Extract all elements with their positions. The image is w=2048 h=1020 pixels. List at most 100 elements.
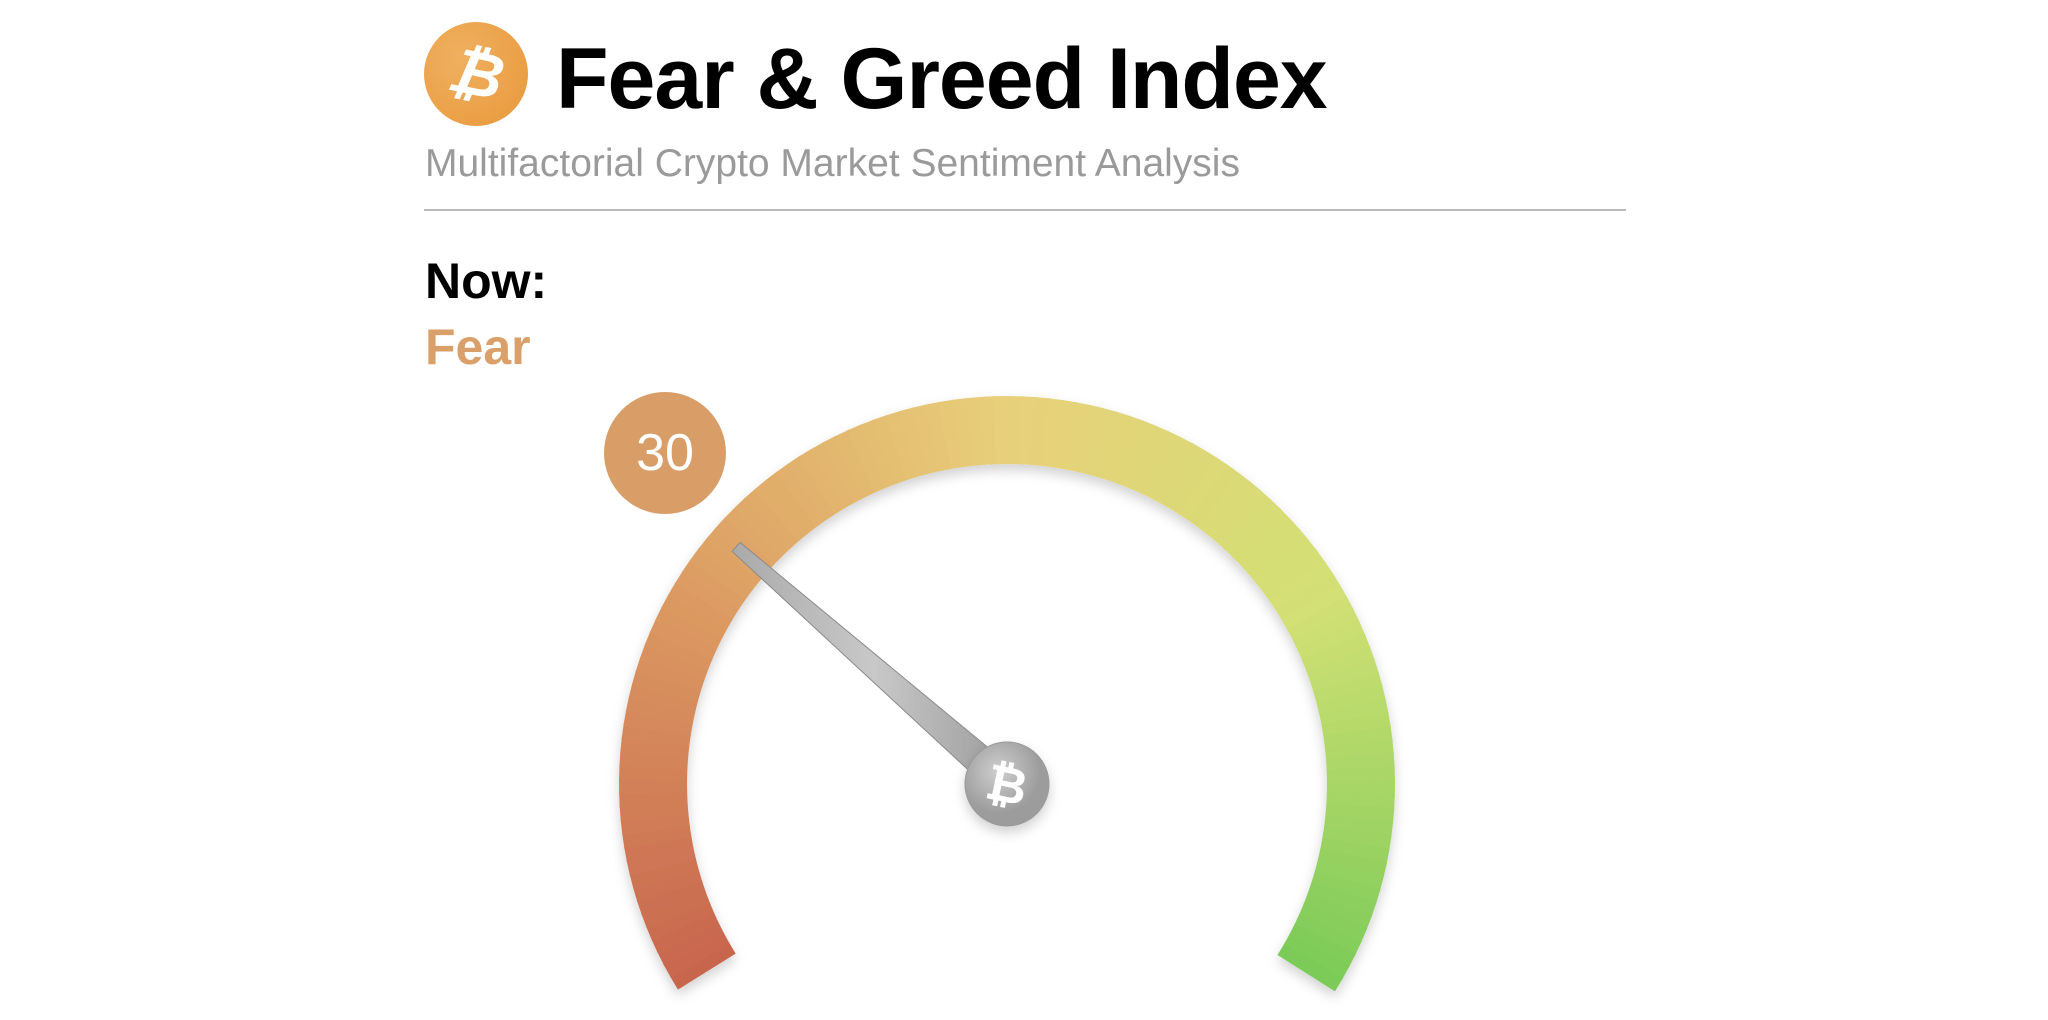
gauge-arc-segment: [885, 410, 919, 481]
gauge-arc-segment: [911, 404, 942, 474]
gauge-arc-segment: [1311, 870, 1381, 905]
gauge-arc-segment: [1313, 671, 1383, 705]
gauge-arc-segment: [623, 709, 693, 736]
gauge-arc-segment: [1322, 826, 1392, 851]
gauge-arc-segment: [1247, 528, 1310, 584]
gauge-arc-segment: [1320, 837, 1390, 865]
gauge-arc-segment: [1085, 407, 1118, 478]
gauge-arc-segment: [872, 414, 909, 484]
gauge-arc-segment: [689, 548, 753, 600]
gauge-arc-segment: [1118, 420, 1157, 489]
gauge-arc-segment: [1319, 698, 1389, 727]
now-label: Now:: [425, 253, 548, 309]
gauge-arc-segment: [1294, 913, 1362, 956]
gauge-arc-segment: [1149, 436, 1194, 504]
gauge-arc-segment: [619, 790, 688, 808]
gauge-arc-segment: [786, 455, 837, 521]
gauge-arc-segment: [1288, 923, 1357, 968]
gauge-hub: [964, 741, 1050, 827]
gauge-arc-segment: [1224, 498, 1282, 558]
gauge-arc-segment: [1197, 472, 1251, 536]
gauge-arc-segment: [1277, 943, 1344, 992]
gauge-arc-segment: [621, 723, 691, 748]
gauge-arc-segment: [1286, 595, 1354, 641]
gauge-arc-segment: [636, 880, 706, 916]
gauge-arc-segment: [629, 858, 699, 890]
gauge-arc-segment: [1283, 933, 1350, 980]
gauge-arc-segment: [846, 424, 887, 493]
gauge-arc-segment: [1139, 430, 1182, 499]
gauge-arc-segment: [625, 696, 696, 725]
gauge-arc-segment: [631, 669, 702, 703]
gauge-arc-segment: [620, 737, 690, 759]
gauge-arc-segment: [1325, 803, 1395, 824]
gauge-arc-segment: [1206, 480, 1262, 543]
gauge-arc-segment: [764, 471, 818, 535]
gauge-arc-segment: [619, 802, 689, 822]
gauge-arc-segment: [619, 778, 688, 795]
gauge-arc-segment: [724, 506, 783, 565]
gauge-arc-segment: [993, 396, 1010, 465]
gauge-arc-segment: [925, 401, 953, 472]
gauge-arc-segment: [810, 441, 856, 509]
gauge-arc-segment: [1298, 903, 1368, 943]
gauge-arc-segment: [1107, 415, 1144, 485]
gauge-arc-segment: [667, 582, 734, 629]
gauge-arc-segment: [1159, 442, 1206, 510]
gauge-arc-segment: [1317, 848, 1387, 878]
gauge-arc-segment: [1316, 685, 1386, 716]
gauge-arc-segment: [938, 399, 964, 470]
gauge-arc-segment: [1179, 456, 1229, 522]
gauge-arc-segment: [1309, 658, 1380, 694]
gauge-arc-segment: [663, 932, 730, 978]
gauge-arc-segment: [754, 479, 809, 542]
gauge-arc-segment: [646, 901, 715, 941]
gauge-arc-segment: [898, 407, 930, 477]
gauge-arc-segment: [1215, 489, 1272, 550]
gauge-arc-segment: [1303, 892, 1373, 931]
gauge-arc-segment: [775, 463, 827, 528]
gauge-arc: [619, 396, 1395, 992]
gauge-arc-segment: [641, 890, 710, 929]
gauge-arc-segment: [1292, 608, 1360, 651]
gauge-arc-segment: [1326, 780, 1395, 797]
page-subtitle: Multifactorial Crypto Market Sentiment A…: [425, 142, 1240, 185]
gauge-arc-segment: [1281, 583, 1348, 631]
gauge-arc-segment: [1169, 449, 1218, 516]
gauge-arc-segment: [1255, 538, 1318, 593]
gauge-arc-segment: [1268, 560, 1334, 611]
gauge-arc-segment: [657, 922, 725, 966]
gauge-arc-segment: [661, 594, 728, 639]
gauge-arc-segment: [1007, 396, 1023, 465]
gauge-arc-segment: [639, 643, 709, 681]
gauge-arc-segment: [632, 869, 703, 903]
page-title: Fear & Greed Index: [556, 31, 1328, 127]
gauge-arc-segment: [1128, 425, 1170, 494]
gauge-arc-segment: [798, 448, 847, 515]
gauge-arc-segment: [1297, 620, 1366, 662]
gauge-arc-segment: [1096, 411, 1131, 481]
gauge-arc-segment: [1301, 633, 1371, 672]
gauge-arc-segment: [1074, 404, 1105, 475]
gauge-arc-segment: [1052, 399, 1078, 470]
gauge-arc-segment: [626, 847, 697, 876]
gauge-arc-segment: [1325, 752, 1395, 772]
gauge-arc-segment: [651, 911, 720, 954]
gauge-arc-segment: [1232, 508, 1292, 567]
index-value-badge: 30: [604, 392, 726, 514]
gauge-arc-segment: [655, 606, 723, 650]
gauge-arc-segment: [622, 824, 692, 849]
gauge-arc-segment: [1306, 645, 1375, 683]
gauge-arc-segment: [669, 942, 736, 990]
gauge-arc-segment: [1314, 859, 1384, 892]
gauge-arc-segment: [1275, 572, 1341, 621]
sentiment-classification: Fear: [425, 319, 531, 375]
gauge-arc-segment: [1029, 396, 1051, 466]
gauge-arc-segment: [1063, 402, 1091, 472]
gauge-arc-segment: [834, 429, 877, 498]
gauge-arc-segment: [979, 396, 998, 465]
gauge-arc-segment: [628, 683, 699, 714]
gauge-arc-segment: [1240, 518, 1301, 575]
gauge-arc-segment: [1188, 464, 1240, 529]
